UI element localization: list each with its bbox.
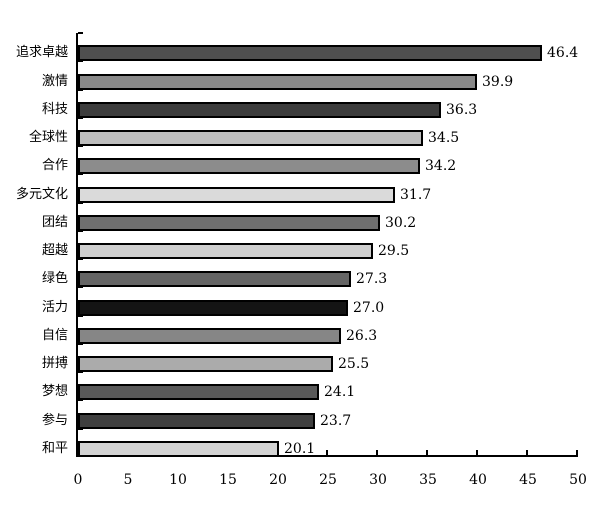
bar <box>78 158 420 174</box>
bar <box>78 130 423 146</box>
bar <box>78 413 315 429</box>
category-label: 自信 <box>41 328 68 343</box>
x-tick-label: 15 <box>219 472 237 488</box>
x-tick-label: 10 <box>169 472 187 488</box>
bar <box>78 271 351 287</box>
category-label: 团结 <box>41 215 68 230</box>
category-label: 超越 <box>41 243 68 258</box>
category-label: 梦想 <box>41 384 68 399</box>
y-axis <box>76 33 78 457</box>
y-tick <box>78 145 83 147</box>
x-tick-label: 30 <box>369 472 387 488</box>
bar <box>78 441 279 457</box>
value-label: 36.3 <box>446 102 478 118</box>
x-tick <box>526 450 528 455</box>
value-label: 46.4 <box>547 45 579 61</box>
bar <box>78 356 333 372</box>
category-label: 活力 <box>41 300 68 315</box>
x-tick <box>376 450 378 455</box>
y-tick <box>78 371 83 373</box>
category-label: 合作 <box>41 158 68 173</box>
x-tick <box>426 450 428 455</box>
y-tick <box>78 173 83 175</box>
value-label: 30.2 <box>385 215 417 231</box>
x-tick-label: 5 <box>123 472 133 488</box>
value-label: 23.7 <box>320 413 352 429</box>
x-tick-label: 25 <box>319 472 337 488</box>
y-tick <box>78 202 83 204</box>
x-tick-label: 35 <box>419 472 437 488</box>
x-tick-label: 50 <box>569 472 587 488</box>
x-tick-label: 0 <box>73 472 83 488</box>
bar <box>78 384 319 400</box>
bar <box>78 328 341 344</box>
value-label: 20.1 <box>284 441 316 457</box>
y-tick <box>78 258 83 260</box>
value-label: 31.7 <box>400 187 432 203</box>
category-label: 和平 <box>41 441 68 456</box>
x-tick <box>326 450 328 455</box>
bar <box>78 243 373 259</box>
y-tick <box>78 230 83 232</box>
y-tick <box>78 343 83 345</box>
category-label: 激情 <box>41 74 68 89</box>
y-tick <box>78 89 83 91</box>
y-tick <box>78 399 83 401</box>
x-tick-label: 45 <box>519 472 537 488</box>
category-label: 科技 <box>41 102 68 117</box>
y-tick <box>78 60 83 62</box>
x-axis <box>76 455 578 457</box>
value-label: 34.5 <box>428 130 460 146</box>
value-label: 29.5 <box>378 243 410 259</box>
value-label: 24.1 <box>324 384 356 400</box>
category-label: 全球性 <box>28 130 68 145</box>
bar <box>78 45 542 61</box>
value-label: 39.9 <box>482 74 514 90</box>
bar <box>78 300 348 316</box>
x-tick-label: 20 <box>269 472 287 488</box>
y-tick <box>78 428 83 430</box>
x-tick-label: 40 <box>469 472 487 488</box>
bar <box>78 102 441 118</box>
bar <box>78 74 477 90</box>
value-label: 27.3 <box>356 271 388 287</box>
y-tick <box>78 117 83 119</box>
value-label: 27.0 <box>353 300 385 316</box>
y-tick <box>78 32 83 34</box>
x-tick <box>476 450 478 455</box>
category-label: 多元文化 <box>15 187 68 202</box>
x-tick <box>76 450 78 455</box>
y-tick <box>78 286 83 288</box>
category-label: 拼搏 <box>41 356 68 371</box>
value-label: 26.3 <box>346 328 378 344</box>
value-label: 25.5 <box>338 356 370 372</box>
category-label: 追求卓越 <box>15 45 68 60</box>
bar <box>78 187 395 203</box>
bar <box>78 215 380 231</box>
category-label: 绿色 <box>41 271 68 286</box>
category-label: 参与 <box>41 413 68 428</box>
y-tick <box>78 315 83 317</box>
x-tick <box>576 450 578 455</box>
value-label: 34.2 <box>425 158 457 174</box>
